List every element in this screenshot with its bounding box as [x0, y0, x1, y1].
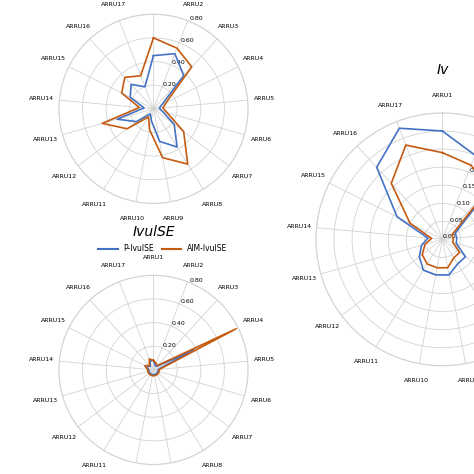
P-IvulSE — [155, 370, 160, 375]
P-IvulB — [128, 82, 134, 87]
P-IvulSE — [153, 371, 159, 377]
P-IvulB — [160, 109, 165, 114]
Title: Iv: Iv — [436, 63, 448, 77]
AIM-IvulB — [151, 35, 156, 41]
P-IvulB — [159, 102, 165, 108]
P-IvulSE — [151, 357, 156, 363]
AIM-IvulSE — [153, 360, 159, 366]
Line: AIM-IvulSE: AIM-IvulSE — [145, 329, 236, 376]
Title: IvulSE: IvulSE — [132, 225, 175, 239]
AIM-IvulB — [189, 64, 194, 70]
P-IvulB — [142, 84, 148, 90]
P-IvulB — [134, 119, 139, 125]
AIM-IvulSE — [156, 369, 162, 374]
Legend: P-IvulSE, AIM-IvulSE: P-IvulSE, AIM-IvulSE — [95, 241, 230, 256]
AIM-IvulB — [124, 126, 130, 132]
P-IvulB — [151, 53, 156, 58]
P-IvulB — [174, 144, 180, 150]
AIM-IvulSE — [146, 371, 152, 376]
AIM-IvulSE — [149, 373, 155, 379]
P-IvulSE — [148, 371, 154, 377]
P-IvulB — [172, 51, 178, 56]
AIM-IvulB — [151, 35, 156, 41]
AIM-IvulB — [174, 46, 180, 51]
AIM-IvulSE — [151, 357, 156, 363]
AIM-IvulB — [137, 105, 142, 110]
AIM-IvulB — [146, 114, 151, 120]
Line: P-IvulSE: P-IvulSE — [145, 350, 194, 374]
AIM-IvulB — [164, 110, 170, 116]
AIM-IvulB — [160, 105, 166, 111]
P-IvulSE — [191, 347, 197, 353]
P-IvulSE — [147, 358, 153, 364]
P-IvulSE — [142, 363, 148, 369]
AIM-IvulSE — [156, 366, 162, 372]
Line: P-IvulB: P-IvulB — [117, 54, 184, 147]
AIM-IvulB — [181, 129, 186, 135]
P-IvulSE — [155, 366, 161, 372]
AIM-IvulSE — [155, 363, 160, 368]
AIM-IvulB — [147, 127, 153, 133]
AIM-IvulB — [138, 73, 144, 79]
AIM-IvulB — [160, 155, 165, 161]
AIM-IvulB — [164, 100, 169, 105]
AIM-IvulB — [119, 90, 125, 96]
AIM-IvulSE — [146, 356, 152, 362]
AIM-IvulSE — [142, 363, 148, 369]
P-IvulB — [141, 105, 147, 111]
P-IvulSE — [150, 372, 155, 377]
P-IvulB — [148, 118, 154, 123]
P-IvulB — [151, 53, 156, 58]
AIM-IvulSE — [151, 357, 156, 363]
AIM-IvulB — [185, 161, 191, 167]
AIM-IvulB — [122, 74, 128, 80]
AIM-IvulSE — [154, 372, 159, 378]
AIM-IvulSE — [145, 369, 151, 374]
P-IvulSE — [146, 366, 152, 372]
P-IvulSE — [146, 368, 152, 374]
AIM-IvulSE — [155, 371, 161, 376]
AIM-IvulB — [100, 120, 105, 126]
P-IvulB — [147, 111, 153, 117]
P-IvulSE — [147, 364, 153, 369]
Line: AIM-IvulB: AIM-IvulB — [102, 38, 191, 164]
P-IvulB — [156, 105, 162, 111]
AIM-IvulSE — [152, 373, 157, 379]
P-IvulB — [172, 122, 177, 128]
P-IvulSE — [154, 364, 159, 369]
P-IvulB — [114, 116, 120, 122]
P-IvulSE — [151, 357, 156, 363]
P-IvulSE — [152, 363, 158, 368]
P-IvulSE — [152, 372, 157, 377]
P-IvulB — [128, 94, 133, 100]
P-IvulB — [181, 73, 187, 79]
AIM-IvulSE — [146, 363, 152, 368]
AIM-IvulSE — [233, 326, 239, 332]
AIM-IvulSE — [147, 372, 153, 378]
P-IvulSE — [147, 370, 153, 375]
AIM-IvulSE — [145, 366, 150, 372]
P-IvulB — [157, 138, 163, 144]
P-IvulSE — [155, 368, 161, 374]
